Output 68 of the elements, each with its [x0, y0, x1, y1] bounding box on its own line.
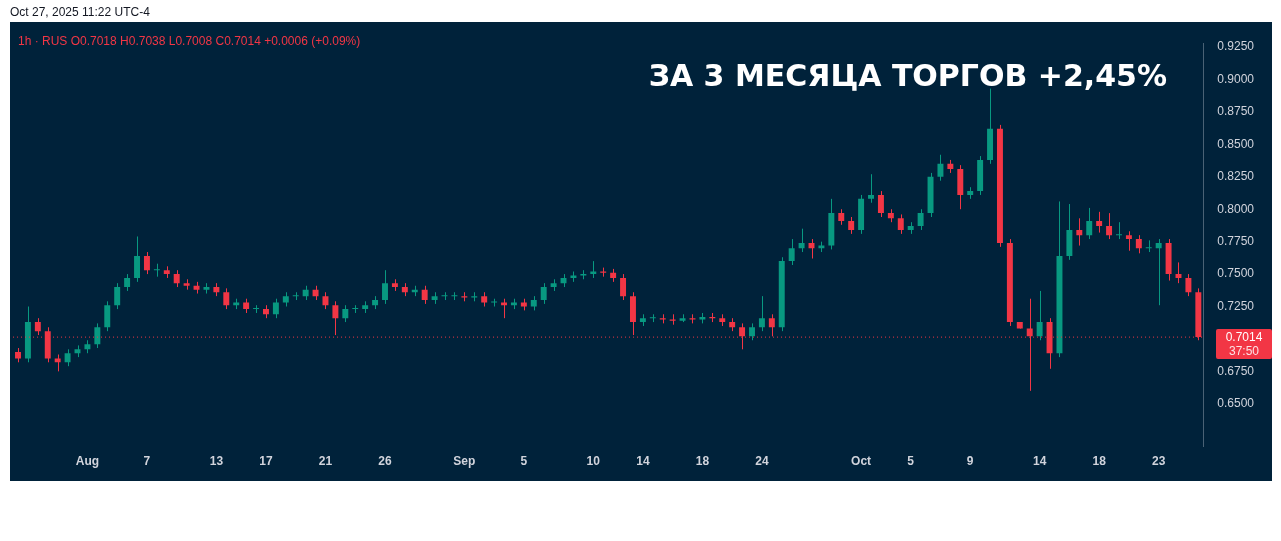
candlestick: [1036, 290, 1043, 341]
x-tick-label: 14: [636, 454, 650, 469]
candlestick: [1125, 230, 1132, 252]
x-tick-label: 23: [1151, 454, 1166, 469]
x-tick-label: 18: [695, 454, 710, 469]
candlestick: [937, 154, 944, 182]
candlestick: [114, 282, 121, 310]
candlestick: [788, 238, 795, 266]
x-tick-label: 21: [318, 454, 333, 469]
x-tick-label: Aug: [75, 454, 100, 469]
candlestick: [1145, 239, 1152, 253]
candlestick: [1086, 207, 1093, 240]
x-tick-label: 7: [143, 454, 151, 469]
candlestick: [540, 282, 547, 305]
candlestick: [104, 300, 111, 332]
candlestick: [669, 313, 676, 326]
candlestick: [1096, 211, 1103, 234]
candlestick: [272, 298, 279, 319]
candlestick: [1135, 234, 1142, 254]
y-tick-label: 0.6500: [1217, 396, 1255, 411]
x-tick-label: 18: [1092, 454, 1107, 469]
y-tick-label: 0.7500: [1217, 266, 1255, 281]
candlestick: [382, 269, 388, 305]
x-tick-label: 9: [966, 454, 974, 469]
x-tick-label: 10: [586, 454, 601, 469]
candlestick: [1116, 221, 1122, 240]
candlestick: [768, 313, 775, 337]
candlestick: [1185, 273, 1192, 297]
candlestick: [94, 322, 101, 349]
y-tick-label: 0.7750: [1217, 233, 1255, 248]
y-tick-label: 0.9000: [1217, 71, 1255, 86]
candlestick: [1076, 217, 1083, 247]
y-tick-label: 0.8000: [1217, 201, 1255, 216]
candlestick: [153, 263, 160, 278]
candlestick: [143, 251, 150, 275]
x-tick-label: Sep: [453, 454, 476, 469]
candlestick: [877, 190, 884, 218]
y-tick-label: 0.8750: [1217, 104, 1255, 119]
candlestick: [421, 285, 428, 305]
y-tick-label: 0.8250: [1217, 169, 1255, 184]
annotation: 1h · RUS O0.7018 H0.7038 L0.7008 C0.7014 +0.0006 (+0.09%): [18, 34, 361, 48]
y-tick-label: 0.7250: [1217, 298, 1255, 313]
y-tick-label: 0.9250: [1217, 39, 1255, 54]
x-tick-label: 5: [520, 454, 528, 469]
candlestick: [897, 213, 904, 235]
candlestick: [1155, 238, 1162, 306]
chart-subtitle: Oct 27, 2025 11:22 UTC-4: [10, 5, 150, 19]
candlestick: [223, 287, 230, 310]
candlestick: [332, 300, 339, 336]
y-tick-label: 0.6750: [1217, 363, 1255, 378]
x-tick-label: 5: [907, 454, 915, 469]
candlestick: [134, 235, 140, 283]
x-tick-label: 14: [1032, 454, 1047, 469]
candlestick: [620, 273, 627, 301]
candlestick: [868, 173, 874, 204]
x-tick-label: 24: [755, 454, 769, 469]
x-tick-label: Oct: [851, 454, 872, 469]
candlestick: [1106, 212, 1113, 240]
candlestick: [917, 208, 924, 231]
x-tick-label: 17: [259, 454, 273, 469]
x-tick-label: 26: [378, 454, 392, 469]
text: ЗА 3 МЕСЯЦА ТОРГОВ +2,45%: [648, 58, 1167, 93]
ref-line-label: 0.7014: [1224, 330, 1264, 345]
x-tick-label: 13: [209, 454, 224, 469]
text: 37:50: [1228, 344, 1260, 359]
candlestick: [758, 295, 765, 332]
candlestick: [798, 228, 805, 253]
y-tick-label: 0.8500: [1217, 136, 1255, 151]
